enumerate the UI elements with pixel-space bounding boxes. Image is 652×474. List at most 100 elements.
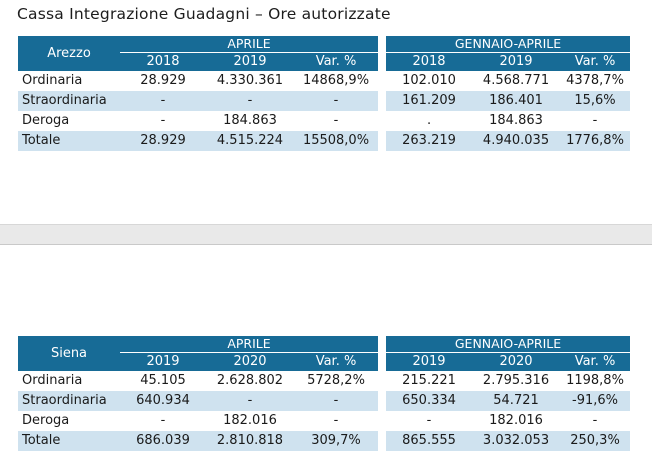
year-header-cell: Var. %	[294, 352, 379, 371]
value-cell: 263.219	[386, 131, 473, 151]
value-cell: 4.940.035	[472, 131, 561, 151]
value-cell: -	[206, 91, 294, 111]
value-cell: 1776,8%	[560, 131, 631, 151]
value-cell: 4.515.224	[206, 131, 294, 151]
value-cell: 102.010	[386, 71, 473, 91]
value-cell: -	[206, 391, 294, 411]
period-group-label: GENNAIO-APRILE	[386, 336, 631, 353]
value-cell: 2.628.802	[206, 371, 294, 391]
value-cell: 650.334	[386, 391, 473, 411]
value-cell: -	[294, 391, 379, 411]
value-cell: 182.016	[472, 411, 561, 431]
cig-table-arezzo: Arezzo APRILE GENNAIO-APRILE 2018 2019 Var. %…	[18, 36, 631, 151]
period-group-label: APRILE	[120, 336, 379, 353]
year-header-cell: 2018	[120, 52, 206, 71]
value-cell: -	[560, 411, 631, 431]
pane-divider	[0, 224, 652, 245]
year-header-cell: Var. %	[560, 52, 631, 71]
value-cell: 182.016	[206, 411, 294, 431]
page-title: Cassa Integrazione Guadagni – Ore autori…	[17, 5, 391, 23]
group-separator	[378, 36, 387, 53]
header-year-row: 2019 2020 Var. % 2019 2020 Var. %	[18, 352, 631, 371]
period-group-label: APRILE	[120, 36, 379, 53]
value-cell: 686.039	[120, 431, 206, 451]
value-cell: 4.330.361	[206, 71, 294, 91]
group-separator	[378, 352, 387, 371]
table-row: Straordinaria 640.934- -650.334 54.721 -91,6…	[18, 391, 631, 411]
year-header-cell: 2019	[386, 352, 473, 371]
year-header-cell: 2020	[472, 352, 561, 371]
value-cell: 4.568.771	[472, 71, 561, 91]
row-label-cell: Totale	[18, 431, 120, 451]
region-cell: Arezzo	[18, 36, 120, 71]
value-cell: 15508,0%	[294, 131, 379, 151]
value-cell: -	[294, 91, 379, 111]
value-cell: 14868,9%	[294, 71, 379, 91]
table-row: Deroga -184.863-. 184.863-	[18, 111, 631, 131]
year-header-cell: 2019	[206, 52, 294, 71]
header-year-row: 2018 2019 Var. % 2018 2019 Var. %	[18, 52, 631, 71]
value-cell: 184.863	[472, 111, 561, 131]
value-cell: 4378,7%	[560, 71, 631, 91]
value-cell: 45.105	[120, 371, 206, 391]
group-separator	[378, 71, 387, 91]
value-cell: 865.555	[386, 431, 473, 451]
row-label-cell: Deroga	[18, 111, 120, 131]
table-row: Deroga -182.016- -182.016-	[18, 411, 631, 431]
row-label-cell: Straordinaria	[18, 91, 120, 111]
table-row: Ordinaria 45.105 2.628.802 5728,2% 215.221 2.…	[18, 371, 631, 391]
value-cell: -	[120, 91, 206, 111]
value-cell: -	[386, 411, 473, 431]
value-cell: 5728,2%	[294, 371, 379, 391]
value-cell: 1198,8%	[560, 371, 631, 391]
table-row: Ordinaria 28.929 4.330.361 14868,9% 102.010 4…	[18, 71, 631, 91]
row-label-cell: Deroga	[18, 411, 120, 431]
value-cell: 2.795.316	[472, 371, 561, 391]
value-cell: 2.810.818	[206, 431, 294, 451]
value-cell: 215.221	[386, 371, 473, 391]
year-header-cell: 2019	[120, 352, 206, 371]
value-cell: 54.721	[472, 391, 561, 411]
value-cell: 309,7%	[294, 431, 379, 451]
year-header-cell: Var. %	[560, 352, 631, 371]
value-cell: 28.929	[120, 71, 206, 91]
value-cell: .	[386, 111, 473, 131]
header-group-row: Arezzo APRILE GENNAIO-APRILE	[18, 36, 631, 71]
group-separator	[378, 52, 387, 71]
value-cell: 161.209	[386, 91, 473, 111]
cig-table-siena: Siena APRILE GENNAIO-APRILE 2019 2020 Var. % 2…	[18, 336, 631, 451]
row-label-cell: Ordinaria	[18, 371, 120, 391]
year-header-cell: 2019	[472, 52, 561, 71]
value-cell: 28.929	[120, 131, 206, 151]
group-separator	[378, 336, 387, 353]
group-separator	[378, 411, 387, 431]
year-header-cell: Var. %	[294, 52, 379, 71]
value-cell: -91,6%	[560, 391, 631, 411]
group-separator	[378, 131, 387, 151]
table-row: Totale 686.039 2.810.818 309,7% 865.555 3.032…	[18, 431, 631, 451]
row-label-cell: Totale	[18, 131, 120, 151]
value-cell: 250,3%	[560, 431, 631, 451]
period-group-label: GENNAIO-APRILE	[386, 36, 631, 53]
value-cell: 3.032.053	[472, 431, 561, 451]
table-row: Straordinaria - - -161.209 186.401 15,6%	[18, 91, 631, 111]
group-separator	[378, 431, 387, 451]
row-label-cell: Straordinaria	[18, 391, 120, 411]
value-cell: -	[120, 111, 206, 131]
value-cell: 184.863	[206, 111, 294, 131]
value-cell: 186.401	[472, 91, 561, 111]
value-cell: 640.934	[120, 391, 206, 411]
year-header-cell: 2018	[386, 52, 473, 71]
region-cell: Siena	[18, 336, 120, 371]
header-group-row: Siena APRILE GENNAIO-APRILE	[18, 336, 631, 371]
table-row: Totale 28.929 4.515.224 15508,0% 263.219 4.94…	[18, 131, 631, 151]
group-separator	[378, 111, 387, 131]
year-header-cell: 2020	[206, 352, 294, 371]
value-cell: 15,6%	[560, 91, 631, 111]
value-cell: -	[560, 111, 631, 131]
row-label-cell: Ordinaria	[18, 71, 120, 91]
group-separator	[378, 391, 387, 411]
value-cell: -	[294, 411, 379, 431]
group-separator	[378, 371, 387, 391]
